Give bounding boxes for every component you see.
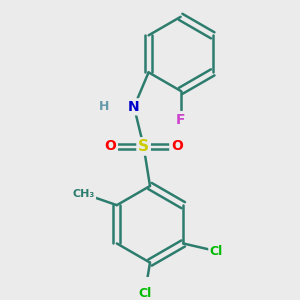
- Text: O: O: [104, 140, 116, 153]
- Text: H: H: [99, 100, 109, 113]
- Text: Cl: Cl: [210, 244, 223, 258]
- Text: O: O: [171, 140, 183, 153]
- Text: N: N: [128, 100, 140, 114]
- Text: F: F: [176, 112, 185, 127]
- Text: S: S: [138, 139, 149, 154]
- Text: CH₃: CH₃: [73, 189, 95, 199]
- Text: Cl: Cl: [138, 287, 152, 300]
